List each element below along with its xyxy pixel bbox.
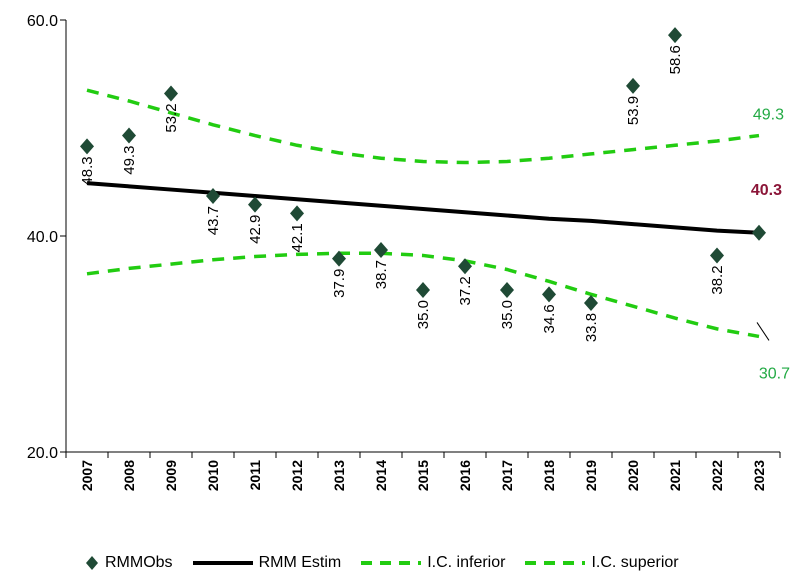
legend-label-ic-superior: I.C. superior	[591, 554, 679, 571]
labels-layer: 48.3 49.3 53.2 43.7 42.9 42.1 37.9 38.7 35.0 37.2…	[79, 45, 790, 382]
x-tick-label: 2018	[541, 460, 557, 491]
rmmobs-data-label: 33.8	[583, 313, 600, 342]
legend: RMMObs RMM Estim I.C. inferior I.C. supe…	[85, 552, 699, 574]
legend-item-rmm-estim: RMM Estim	[192, 554, 342, 572]
x-tick-label: 2010	[205, 460, 221, 491]
x-tick-label: 2017	[499, 460, 515, 491]
rmmobs-data-label: 34.6	[541, 304, 558, 333]
x-tick-label: 2014	[373, 460, 389, 491]
rmmobs-data-label: 35.0	[415, 300, 432, 329]
x-tick-label: 2020	[625, 460, 641, 491]
rmmobs-data-label: 53.9	[625, 96, 642, 125]
rmmobs-marker	[458, 258, 472, 275]
rmmobs-marker	[542, 286, 556, 303]
rmmobs-marker	[416, 282, 430, 298]
x-tick-label: 2011	[247, 460, 263, 491]
legend-item-rmmobs: RMMObs	[85, 554, 173, 572]
x-tick-label: 2019	[583, 460, 599, 491]
rmmobs-marker	[290, 205, 304, 222]
rmmobs-data-label: 37.2	[457, 276, 474, 305]
rmmobs-marker	[248, 196, 262, 213]
x-tick-label: 2015	[415, 460, 431, 491]
rmmobs-data-label: 53.2	[163, 103, 180, 132]
rmmobs-marker	[752, 224, 766, 241]
rmmobs-marker	[710, 247, 724, 264]
legend-item-ic-inferior: I.C. inferior	[361, 554, 505, 572]
rmmobs-data-label: 42.9	[247, 215, 264, 244]
rmmobs-data-label: 48.3	[79, 156, 96, 185]
rmmobs-marker	[626, 77, 640, 94]
ic-inferior-leader-line	[756, 322, 770, 341]
legend-solid-line-icon	[192, 561, 253, 565]
rmmobs-data-label: 58.6	[667, 45, 684, 74]
legend-item-ic-superior: I.C. superior	[525, 554, 679, 572]
rmmobs-marker	[164, 85, 178, 102]
rmmobs-marker	[500, 282, 514, 298]
rmmobs-marker	[206, 188, 220, 205]
x-tick-label: 2007	[79, 460, 95, 491]
legend-label-rmm-estim: RMM Estim	[258, 554, 342, 571]
rmm-estim-end-label: 40.3	[751, 182, 782, 199]
x-tick-label: 2012	[289, 460, 305, 491]
rmmobs-data-label: 37.9	[331, 269, 348, 298]
rmmobs-marker	[374, 242, 388, 259]
legend-dashed-line-icon	[361, 561, 422, 565]
rmmobs-marker	[584, 294, 598, 311]
rmmobs-marker	[122, 127, 136, 144]
rmmobs-marker	[668, 27, 682, 44]
x-tick-label: 2021	[667, 460, 683, 491]
x-tick-label: 2013	[331, 460, 347, 491]
legend-label-rmmobs: RMMObs	[105, 554, 173, 571]
series-layer	[80, 27, 766, 339]
x-tick-label: 2008	[121, 460, 137, 491]
rmmobs-data-label: 49.3	[121, 146, 138, 175]
ic-inferior-end-label: 30.7	[759, 365, 790, 382]
rmmobs-marker	[80, 138, 94, 155]
series-line-3	[86, 88, 760, 165]
rmmobs-data-label: 43.7	[205, 206, 222, 235]
series-line-1	[86, 181, 760, 235]
axes: 20.0 40.0 60.0 2007 2008 2009 2010 2011 2012 2013…	[27, 13, 781, 491]
legend-dashed-line-icon	[525, 561, 586, 565]
x-tick-label: 2009	[163, 460, 179, 491]
x-tick-label: 2023	[751, 460, 767, 491]
rmmobs-data-label: 38.7	[373, 260, 390, 289]
y-tick-label: 60.0	[27, 13, 58, 30]
legend-diamond-icon	[86, 556, 98, 570]
ic-superior-end-label: 49.3	[753, 107, 784, 124]
y-tick-label: 40.0	[27, 229, 58, 246]
rmmobs-marker	[332, 250, 346, 267]
rmmobs-data-label: 35.0	[499, 300, 516, 329]
rmmobs-data-label: 38.2	[709, 265, 726, 294]
x-tick-label: 2022	[709, 460, 725, 491]
rmmobs-data-label: 42.1	[289, 223, 306, 252]
series-line-2	[86, 251, 760, 339]
y-tick-label: 20.0	[27, 445, 58, 462]
x-tick-label: 2016	[457, 460, 473, 491]
legend-label-ic-inferior: I.C. inferior	[427, 554, 506, 571]
